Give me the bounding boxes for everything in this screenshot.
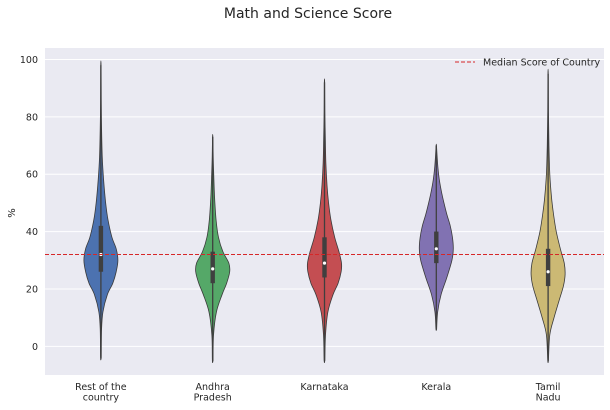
violin [418, 143, 454, 331]
violin-iqr-box [322, 237, 327, 278]
x-tick-label: Kerala [421, 382, 451, 393]
violin-median-point [546, 270, 550, 274]
y-axis-ticks: 0 20 40 60 80 100 [20, 55, 38, 353]
violin [195, 134, 231, 363]
legend: Median Score of Country [455, 58, 600, 69]
legend-label: Median Score of Country [483, 58, 600, 69]
y-axis-label: % [7, 208, 18, 218]
chart-title: Math and Science Score [224, 6, 392, 22]
violin-median-point [434, 247, 438, 251]
y-tick-label: 80 [26, 112, 38, 123]
x-tick-label: Rest of the country [75, 382, 127, 404]
violin-median-point [322, 261, 327, 265]
x-tick-label: Karnataka [300, 382, 348, 393]
y-tick-label: 0 [32, 342, 38, 353]
y-tick-label: 40 [26, 227, 38, 238]
violin-iqr-box [98, 225, 104, 272]
x-axis-ticks: Rest of the country Andhra Pradesh Karnataka… [75, 382, 560, 404]
violin-median-point [211, 267, 215, 271]
y-tick-label: 60 [26, 170, 38, 181]
violin [306, 78, 343, 363]
y-tick-label: 100 [20, 55, 38, 66]
violins [83, 60, 566, 363]
violin-iqr-box [545, 248, 551, 287]
y-tick-label: 20 [26, 284, 38, 295]
violin [530, 68, 566, 363]
x-tick-label: Andhra Pradesh [194, 382, 232, 404]
x-tick-label: Tamil Nadu [535, 382, 561, 404]
